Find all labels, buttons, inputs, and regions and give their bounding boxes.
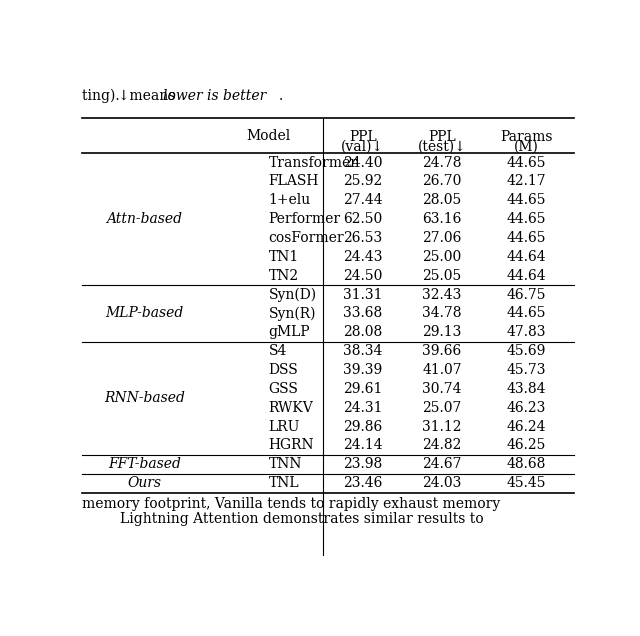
- Text: FLASH: FLASH: [269, 174, 319, 188]
- Text: 45.69: 45.69: [507, 344, 546, 358]
- Text: .: .: [278, 88, 283, 102]
- Text: PPL: PPL: [349, 130, 376, 144]
- Text: Attn-based: Attn-based: [106, 212, 182, 226]
- Text: ting).: ting).: [83, 88, 124, 103]
- Text: 63.16: 63.16: [422, 212, 462, 226]
- Text: 44.65: 44.65: [507, 307, 546, 321]
- Text: 30.74: 30.74: [422, 382, 462, 396]
- Text: 25.00: 25.00: [422, 250, 461, 264]
- Text: 24.67: 24.67: [422, 457, 462, 471]
- Text: 46.75: 46.75: [507, 287, 546, 301]
- Text: 24.43: 24.43: [343, 250, 383, 264]
- Text: 27.06: 27.06: [422, 231, 462, 245]
- Text: 38.34: 38.34: [343, 344, 383, 358]
- Text: 44.65: 44.65: [507, 193, 546, 207]
- Text: 25.05: 25.05: [422, 269, 461, 283]
- Text: 25.92: 25.92: [343, 174, 382, 188]
- Text: 43.84: 43.84: [507, 382, 546, 396]
- Text: 25.07: 25.07: [422, 401, 462, 415]
- Text: 24.50: 24.50: [343, 269, 383, 283]
- Text: 47.83: 47.83: [507, 326, 546, 340]
- Text: 26.70: 26.70: [422, 174, 462, 188]
- Text: 31.31: 31.31: [343, 287, 383, 301]
- Text: RNN-based: RNN-based: [104, 391, 185, 405]
- Text: 24.31: 24.31: [343, 401, 383, 415]
- Text: Syn(R): Syn(R): [269, 307, 316, 321]
- Text: 24.03: 24.03: [422, 476, 462, 490]
- Text: 33.68: 33.68: [343, 307, 382, 321]
- Text: PPL: PPL: [428, 130, 456, 144]
- Text: 32.43: 32.43: [422, 287, 462, 301]
- Text: 23.98: 23.98: [343, 457, 382, 471]
- Text: Lightning Attention demonstrates similar results to: Lightning Attention demonstrates similar…: [120, 512, 483, 526]
- Text: 45.73: 45.73: [507, 363, 546, 377]
- Text: MLP-based: MLP-based: [106, 307, 184, 321]
- Text: RWKV: RWKV: [269, 401, 313, 415]
- Text: 45.45: 45.45: [507, 476, 546, 490]
- Text: 24.40: 24.40: [343, 156, 383, 170]
- Text: 44.65: 44.65: [507, 156, 546, 170]
- Text: cosFormer: cosFormer: [269, 231, 344, 245]
- Text: Syn(D): Syn(D): [269, 287, 317, 302]
- Text: 1+elu: 1+elu: [269, 193, 311, 207]
- Text: TNL: TNL: [269, 476, 299, 490]
- Text: 26.53: 26.53: [343, 231, 382, 245]
- Text: TN2: TN2: [269, 269, 299, 283]
- Text: 44.64: 44.64: [507, 250, 546, 264]
- Text: 24.82: 24.82: [422, 438, 462, 452]
- Text: Transformer: Transformer: [269, 156, 358, 170]
- Text: 44.65: 44.65: [507, 212, 546, 226]
- Text: LRU: LRU: [269, 420, 300, 434]
- Text: (val)↓: (val)↓: [341, 140, 384, 154]
- Text: 42.17: 42.17: [507, 174, 546, 188]
- Text: FFT-based: FFT-based: [108, 457, 181, 471]
- Text: 41.07: 41.07: [422, 363, 462, 377]
- Text: Ours: Ours: [127, 476, 161, 490]
- Text: 31.12: 31.12: [422, 420, 462, 434]
- Text: Performer: Performer: [269, 212, 340, 226]
- Text: 29.61: 29.61: [343, 382, 383, 396]
- Text: DSS: DSS: [269, 363, 298, 377]
- Text: 29.86: 29.86: [343, 420, 382, 434]
- Text: 46.25: 46.25: [507, 438, 546, 452]
- Text: 28.08: 28.08: [343, 326, 382, 340]
- Text: 46.24: 46.24: [507, 420, 546, 434]
- Text: S4: S4: [269, 344, 287, 358]
- Text: 34.78: 34.78: [422, 307, 462, 321]
- Text: means: means: [125, 88, 179, 102]
- Text: (test)↓: (test)↓: [418, 140, 467, 154]
- Text: 62.50: 62.50: [343, 212, 382, 226]
- Text: 48.68: 48.68: [507, 457, 546, 471]
- Text: TN1: TN1: [269, 250, 299, 264]
- Text: (M): (M): [514, 140, 539, 154]
- Text: 44.64: 44.64: [507, 269, 546, 283]
- Text: HGRN: HGRN: [269, 438, 314, 452]
- Text: 24.78: 24.78: [422, 156, 462, 170]
- Text: 24.14: 24.14: [343, 438, 383, 452]
- Text: memory footprint, Vanilla tends to rapidly exhaust memory: memory footprint, Vanilla tends to rapid…: [83, 497, 500, 511]
- Text: Params: Params: [500, 130, 553, 144]
- Text: GSS: GSS: [269, 382, 298, 396]
- Text: Model: Model: [246, 129, 291, 143]
- Text: TNN: TNN: [269, 457, 302, 471]
- Text: 39.66: 39.66: [422, 344, 461, 358]
- Text: 46.23: 46.23: [507, 401, 546, 415]
- Text: 29.13: 29.13: [422, 326, 462, 340]
- Text: 44.65: 44.65: [507, 231, 546, 245]
- Text: 27.44: 27.44: [343, 193, 383, 207]
- Text: 23.46: 23.46: [343, 476, 383, 490]
- Text: ↓: ↓: [117, 88, 129, 102]
- Text: gMLP: gMLP: [269, 326, 310, 340]
- Text: 39.39: 39.39: [343, 363, 382, 377]
- Text: 28.05: 28.05: [422, 193, 461, 207]
- Text: lower is better: lower is better: [163, 88, 267, 102]
